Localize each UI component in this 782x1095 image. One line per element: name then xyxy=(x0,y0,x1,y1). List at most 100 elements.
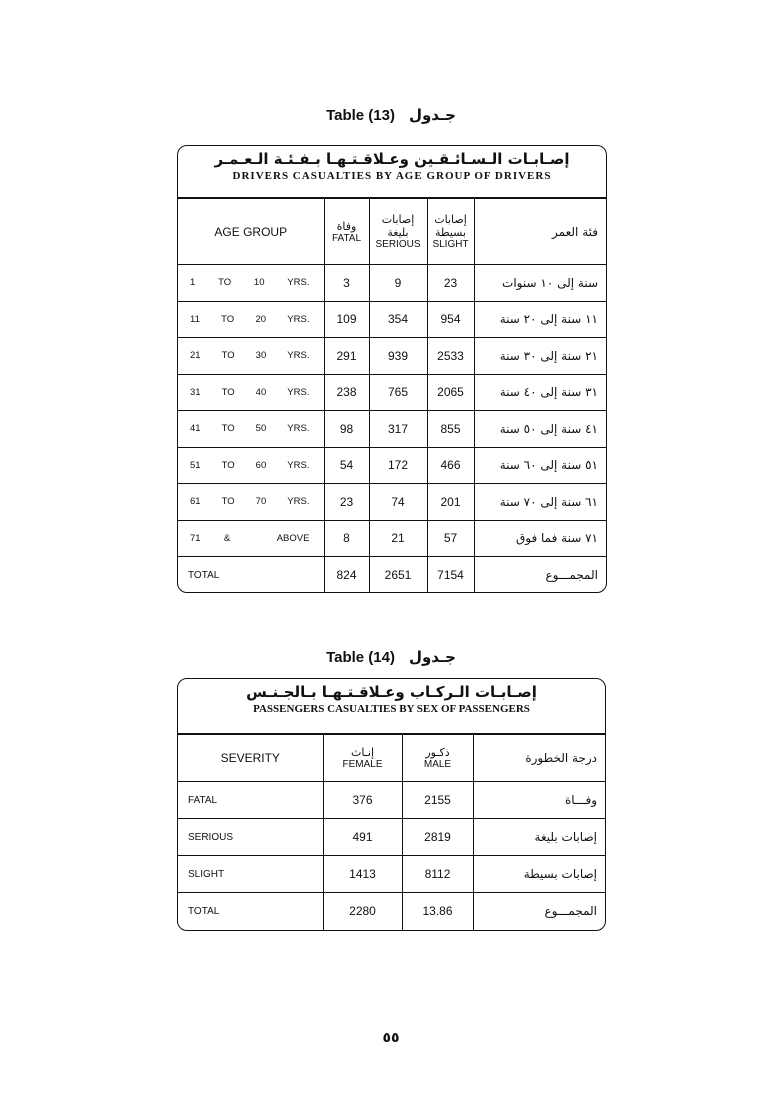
col-age-ar: فئة العمر xyxy=(473,198,606,265)
col-slight-en: SLIGHT xyxy=(432,239,469,250)
col-fatal: وفاة FATAL xyxy=(323,198,370,265)
female-cell: 2280 xyxy=(322,892,403,930)
table-row: TOTAL 2280 13.86 المجمـــوع xyxy=(178,892,605,930)
fatal-cell: 291 xyxy=(323,337,370,375)
female-cell: 1413 xyxy=(322,855,403,893)
age-sep: TO xyxy=(218,277,232,289)
table-row: 51 TO 60 YRS. 54 172 466 ٥١ سنة إلى ٦٠ سنة xyxy=(178,446,606,484)
age-to: 20 xyxy=(255,313,267,325)
slight-cell: 466 xyxy=(426,446,475,484)
slight-cell: 2065 xyxy=(426,373,475,411)
age-to: 70 xyxy=(255,496,267,508)
table13-grid: AGE GROUP وفاة FATAL إصابات بليغة SERIOUS … xyxy=(178,198,606,592)
heading-ar: إصـابـات الـركـاب وعـلاقـتـهـا بـالجـنـس xyxy=(246,683,537,701)
total-row: TOTAL 824 2651 7154 المجمـــوع xyxy=(178,556,606,592)
age-group-cell: 41 TO 50 YRS. xyxy=(178,410,325,448)
fatal-cell: 23 xyxy=(323,483,370,521)
severity-cell: SERIOUS xyxy=(178,818,324,856)
table-row: 61 TO 70 YRS. 23 74 201 ٦١ سنة إلى ٧٠ سنة xyxy=(178,483,606,521)
age-from: 1 xyxy=(190,277,196,289)
age-from: 21 xyxy=(190,350,201,362)
heading-en: DRIVERS CASUALTIES BY AGE GROUP OF DRIVE… xyxy=(232,170,552,182)
fatal-cell: 3 xyxy=(323,264,370,302)
slight-cell: 23 xyxy=(426,264,475,302)
slight-cell: 201 xyxy=(426,483,475,521)
age-group-cell: 1 TO 10 YRS. xyxy=(178,264,325,302)
age-sep: TO xyxy=(221,386,235,398)
col-female-ar: إنـاث xyxy=(350,746,375,759)
col-severity: SEVERITY xyxy=(178,734,324,782)
col-male-en: MALE xyxy=(423,759,452,770)
col-female: إنـاث FEMALE xyxy=(322,734,403,782)
col-female-en: FEMALE xyxy=(342,759,383,770)
severity-ar-cell: وفـــاة xyxy=(472,781,605,819)
col-serious-ar: إصابات بليغة xyxy=(381,213,415,239)
age-sep: & xyxy=(223,532,231,544)
table-row: SERIOUS 491 2819 إصابات بليغة xyxy=(178,818,605,856)
col-male: ذكـور MALE xyxy=(401,734,474,782)
col-male-ar: ذكـور xyxy=(425,746,450,759)
severity-ar-cell: إصابات بسيطة xyxy=(472,855,605,893)
page-number: ٥٥ xyxy=(382,1030,400,1046)
age-unit: ABOVE xyxy=(276,532,310,544)
col-slight: إصابات بسيطة SLIGHT xyxy=(426,198,475,265)
age-from: 71 xyxy=(190,532,201,544)
female-cell: 491 xyxy=(322,818,403,856)
table-row: 11 TO 20 YRS. 109 354 954 ١١ سنة إلى ٢٠ سنة xyxy=(178,300,606,338)
serious-cell: 21 xyxy=(368,519,428,557)
title-en: Table (14) xyxy=(326,649,395,666)
age-ar-cell: ١١ سنة إلى ٢٠ سنة xyxy=(473,300,606,338)
severity-cell: TOTAL xyxy=(178,892,324,930)
age-to: 50 xyxy=(255,423,267,435)
table-row: 71 & ABOVE 8 21 57 ٧١ سنة فما فوق xyxy=(178,519,606,557)
table-row: FATAL 376 2155 وفـــاة xyxy=(178,781,605,819)
col-serious-en: SERIOUS xyxy=(375,239,421,250)
serious-cell: 74 xyxy=(368,483,428,521)
age-sep: TO xyxy=(221,496,235,508)
age-sep: TO xyxy=(221,423,235,435)
slight-cell: 954 xyxy=(426,300,475,338)
table14-title: Table (14) جـدول xyxy=(0,648,782,666)
col-severity-ar: درجة الخطورة xyxy=(472,734,605,782)
slight-cell: 57 xyxy=(426,519,475,557)
age-group-cell: 21 TO 30 YRS. xyxy=(178,337,325,375)
severity-cell: FATAL xyxy=(178,781,324,819)
serious-cell: 317 xyxy=(368,410,428,448)
col-age-group: AGE GROUP xyxy=(178,198,325,265)
age-ar-cell: ٥١ سنة إلى ٦٠ سنة xyxy=(473,446,606,484)
col-serious: إصابات بليغة SERIOUS xyxy=(368,198,428,265)
age-unit: YRS. xyxy=(287,496,310,508)
serious-cell: 172 xyxy=(368,446,428,484)
age-from: 51 xyxy=(190,459,201,471)
table13-title: Table (13) جـدول xyxy=(0,106,782,124)
fatal-cell: 109 xyxy=(323,300,370,338)
age-to: 60 xyxy=(255,459,267,471)
serious-cell: 765 xyxy=(368,373,428,411)
age-unit: YRS. xyxy=(287,277,310,289)
header-row: SEVERITY إنـاث FEMALE ذكـور MALE درجة الخط… xyxy=(178,734,605,782)
total-slight: 7154 xyxy=(426,556,475,592)
total-fatal: 824 xyxy=(323,556,370,592)
severity-ar-cell: إصابات بليغة xyxy=(472,818,605,856)
age-sep: TO xyxy=(221,459,235,471)
age-group-cell: 61 TO 70 YRS. xyxy=(178,483,325,521)
age-from: 41 xyxy=(190,423,201,435)
age-ar-cell: سنة إلى ١٠ سنوات xyxy=(473,264,606,302)
table14-grid: SEVERITY إنـاث FEMALE ذكـور MALE درجة الخط… xyxy=(178,734,605,930)
title-ar: جـدول xyxy=(408,648,456,666)
title-ar: جـدول xyxy=(408,106,456,124)
age-to: 30 xyxy=(255,350,267,362)
table-row: 1 TO 10 YRS. 3 9 23 سنة إلى ١٠ سنوات xyxy=(178,264,606,302)
slight-cell: 855 xyxy=(426,410,475,448)
table-row: SLIGHT 1413 8112 إصابات بسيطة xyxy=(178,855,605,893)
age-ar-cell: ٤١ سنة إلى ٥٠ سنة xyxy=(473,410,606,448)
total-label: TOTAL xyxy=(178,556,325,592)
age-group-cell: 11 TO 20 YRS. xyxy=(178,300,325,338)
table13-heading: إصـابـات الـسـائـقـين وعـلاقـتـهـا بـفـئ… xyxy=(178,146,606,198)
male-cell: 8112 xyxy=(401,855,474,893)
col-fatal-en: FATAL xyxy=(331,232,362,244)
fatal-cell: 238 xyxy=(323,373,370,411)
heading-ar: إصـابـات الـسـائـقـين وعـلاقـتـهـا بـفـئ… xyxy=(214,150,570,168)
age-ar-cell: ٧١ سنة فما فوق xyxy=(473,519,606,557)
slight-cell: 2533 xyxy=(426,337,475,375)
